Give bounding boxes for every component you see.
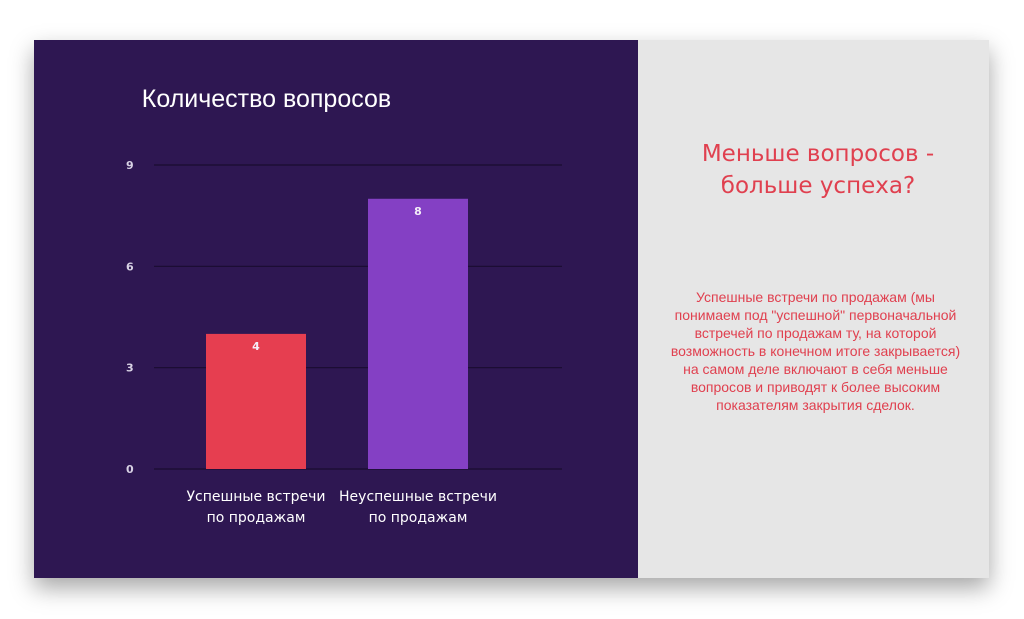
y-tick-label: 6 — [126, 260, 134, 273]
chart-title: Количество вопросов — [141, 85, 392, 113]
data-label: 8 — [414, 205, 422, 218]
body-text: Успешные встречи по продажам (мы понимаем… — [670, 289, 961, 413]
bar-chart: 0 3 6 9 4 8 — [126, 159, 562, 476]
category-label-unsuccessful: Неуспешные встречи по продажам — [339, 489, 497, 526]
text-panel: Меньше вопросов - больше успеха? Успешные… — [638, 40, 989, 578]
y-tick-label: 9 — [126, 159, 134, 172]
y-tick-label: 0 — [126, 463, 134, 476]
data-label: 4 — [252, 340, 260, 353]
slide: Количество вопросов 0 3 6 9 4 8 Успешные встр… — [34, 40, 989, 578]
category-label-successful: Успешные встречи по продажам — [186, 489, 326, 526]
bar — [368, 198, 468, 469]
bar — [206, 333, 306, 469]
headline: Меньше вопросов - больше успеха? — [701, 141, 935, 199]
chart-panel: Количество вопросов 0 3 6 9 4 8 Успешные встр… — [34, 40, 638, 578]
y-tick-label: 3 — [126, 362, 134, 375]
